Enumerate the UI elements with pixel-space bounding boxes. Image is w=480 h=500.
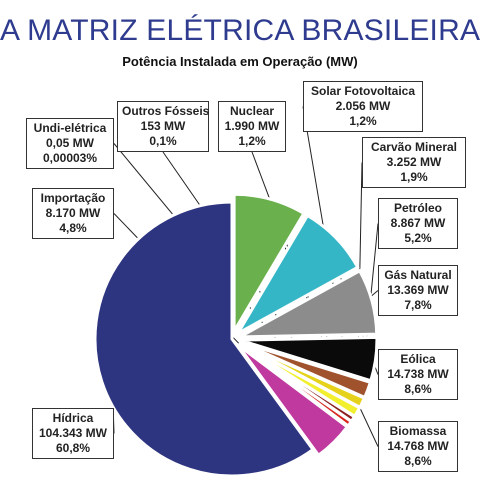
label-nuclear-value: 1.990 MW — [224, 119, 280, 133]
pie-slice-gas-natural — [239, 268, 379, 339]
label-biomassa-value: 14.768 MW — [387, 439, 449, 453]
label-carvao-mineral-value: 3.252 MW — [386, 155, 442, 169]
label-petroleo-percent: 5,2% — [404, 231, 432, 245]
label-undi-eletrica-percent: 0,00003% — [42, 151, 98, 165]
label-undi-eletrica-value: 0,05 MW — [45, 136, 94, 150]
pie-slice-eolica — [233, 213, 360, 338]
label-biomassa: Biomassa 14.768 MW 8,6% — [378, 421, 458, 472]
label-gas-natural-percent: 7,8% — [404, 298, 432, 312]
label-importacao-percent: 4,8% — [59, 221, 87, 235]
label-carvao-mineral-percent: 1,9% — [400, 170, 428, 184]
label-undi-eletrica-name: Undi-elétrica — [33, 121, 107, 135]
label-eolica-name: Eólica — [400, 352, 436, 366]
label-importacao: Importação 8.170 MW 4,8% — [32, 188, 114, 239]
label-carvao-mineral: Carvão Mineral 3.252 MW 1,9% — [362, 137, 466, 188]
chart-title: A MATRIZ ELÉTRICA BRASILEIRA — [0, 14, 480, 47]
pie-slice-petroleo — [239, 335, 379, 383]
label-solar-fotovoltaica-value: 2.056 MW — [335, 99, 391, 113]
label-hidrica-value: 104.343 MW — [38, 426, 108, 440]
label-undi-eletrica: Undi-elétrica 0,05 MW 0,00003% — [26, 118, 114, 169]
label-importacao-value: 8.170 MW — [45, 206, 101, 220]
label-biomassa-name: Biomassa — [389, 424, 447, 438]
label-biomassa-percent: 8,6% — [404, 454, 432, 468]
label-nuclear: Nuclear 1.990 MW 1,2% — [218, 101, 286, 152]
label-solar-fotovoltaica-name: Solar Fotovoltaica — [310, 84, 416, 98]
label-petroleo-name: Petróleo — [393, 201, 442, 215]
label-outros-fosseis-value: 153 MW — [140, 119, 186, 133]
label-solar-fotovoltaica-percent: 1,2% — [349, 114, 377, 128]
label-importacao-name: Importação — [40, 191, 106, 205]
label-nuclear-percent: 1,2% — [238, 134, 266, 148]
label-carvao-mineral-name: Carvão Mineral — [370, 140, 458, 154]
label-gas-natural: Gás Natural 13.369 MW 7,8% — [378, 265, 458, 316]
label-gas-natural-name: Gás Natural — [384, 268, 452, 282]
label-solar-fotovoltaica: Solar Fotovoltaica 2.056 MW 1,2% — [303, 81, 423, 132]
label-petroleo: Petróleo 8.867 MW 5,2% — [378, 198, 458, 249]
label-eolica-value: 14.738 MW — [387, 367, 449, 381]
label-outros-fosseis: Outros Fósseis 153 MW 0,1% — [117, 101, 209, 152]
label-petroleo-value: 8.867 MW — [390, 216, 446, 230]
pie-slice-importacao — [236, 343, 350, 458]
pie-slice-hidrica — [93, 200, 316, 478]
label-hidrica-name: Hídrica — [52, 411, 94, 425]
label-eolica: Eólica 14.738 MW 8,6% — [378, 349, 458, 400]
label-hidrica: Hídrica 104.343 MW 60,8% — [32, 408, 114, 459]
label-gas-natural-value: 13.369 MW — [387, 283, 449, 297]
label-outros-fosseis-percent: 0,1% — [149, 134, 177, 148]
label-outros-fosseis-name: Outros Fósseis — [122, 104, 210, 118]
pie-slice-biomassa — [232, 192, 306, 337]
label-nuclear-name: Nuclear — [229, 104, 275, 118]
label-hidrica-percent: 60,8% — [55, 441, 91, 455]
chart-subtitle: Potência Instalada em Operação (MW) — [122, 54, 358, 69]
label-eolica-percent: 8,6% — [404, 382, 432, 396]
